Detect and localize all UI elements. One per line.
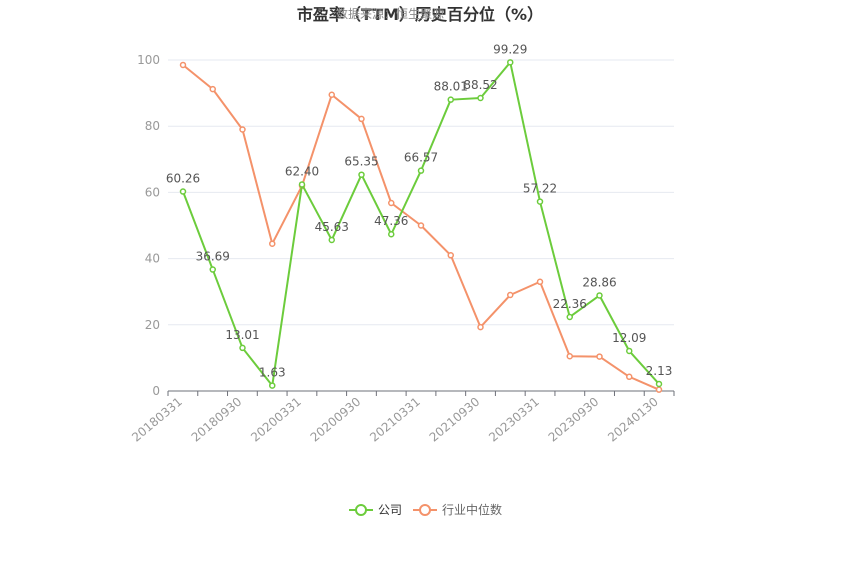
data-point[interactable] bbox=[328, 91, 335, 99]
x-tick-label: 20200930 bbox=[308, 395, 364, 445]
data-point[interactable] bbox=[507, 59, 514, 66]
data-label: 62.40 bbox=[285, 164, 319, 178]
data-point[interactable] bbox=[507, 291, 514, 299]
data-label: 47.36 bbox=[374, 214, 408, 228]
x-tick-label: 20210331 bbox=[367, 395, 423, 445]
data-point[interactable] bbox=[209, 266, 216, 273]
x-tick-label: 20210930 bbox=[427, 395, 483, 445]
data-point[interactable] bbox=[536, 278, 544, 286]
y-tick-label: 100 bbox=[137, 53, 160, 67]
data-point[interactable] bbox=[626, 347, 633, 355]
data-point[interactable] bbox=[358, 115, 365, 123]
legend-label: 行业中位数 bbox=[442, 502, 502, 517]
data-point[interactable] bbox=[328, 236, 335, 244]
data-label: 28.86 bbox=[582, 275, 616, 289]
data-point[interactable] bbox=[298, 181, 306, 188]
data-point[interactable] bbox=[179, 188, 187, 195]
legend-label: 公司 bbox=[378, 503, 402, 517]
data-label: 36.69 bbox=[196, 250, 230, 264]
x-tick-label: 20240130 bbox=[605, 395, 661, 445]
data-label: 88.52 bbox=[463, 78, 497, 92]
data-label: 65.35 bbox=[344, 155, 378, 169]
data-point[interactable] bbox=[566, 313, 573, 321]
data-point[interactable] bbox=[596, 292, 603, 299]
legend-swatch-marker bbox=[419, 504, 431, 516]
series-layer bbox=[179, 59, 663, 393]
data-point[interactable] bbox=[477, 323, 484, 331]
legend-item-1[interactable]: 行业中位数 bbox=[413, 502, 502, 517]
data-label: 57.22 bbox=[523, 182, 557, 196]
data-point[interactable] bbox=[626, 373, 633, 381]
data-point[interactable] bbox=[269, 382, 276, 389]
data-point[interactable] bbox=[596, 353, 603, 360]
data-label: 1.63 bbox=[259, 366, 286, 380]
data-label: 2.13 bbox=[646, 364, 673, 378]
chart-title: 市盈率（TTM）历史百分位（%） bbox=[297, 5, 543, 24]
x-tick-label: 20200331 bbox=[248, 395, 304, 445]
x-tick-label: 20180331 bbox=[129, 395, 185, 445]
data-point[interactable] bbox=[269, 240, 276, 247]
data-label: 45.63 bbox=[315, 220, 349, 234]
data-point[interactable] bbox=[239, 126, 246, 133]
data-point[interactable] bbox=[417, 167, 425, 174]
x-tick-label: 20180930 bbox=[189, 395, 245, 445]
y-tick-label: 0 bbox=[152, 384, 160, 398]
legend-swatch-marker bbox=[355, 504, 367, 516]
data-point[interactable] bbox=[447, 252, 454, 259]
y-tick-label: 40 bbox=[145, 252, 160, 266]
data-point[interactable] bbox=[655, 380, 663, 388]
legend-item-0[interactable]: 公司 bbox=[349, 503, 402, 517]
data-point[interactable] bbox=[566, 352, 573, 360]
data-label: 12.09 bbox=[612, 331, 646, 345]
data-point[interactable] bbox=[358, 171, 365, 178]
y-tick-label: 20 bbox=[145, 318, 160, 332]
data-point[interactable] bbox=[388, 199, 395, 207]
x-tick-label: 20230331 bbox=[486, 395, 542, 445]
data-point[interactable] bbox=[447, 96, 454, 103]
data-point[interactable] bbox=[536, 198, 544, 205]
data-point[interactable] bbox=[209, 85, 216, 93]
data-point[interactable] bbox=[655, 386, 663, 393]
data-point[interactable] bbox=[179, 61, 187, 69]
data-label: 22.36 bbox=[553, 297, 587, 311]
data-label: 13.01 bbox=[225, 328, 259, 342]
data-label: 99.29 bbox=[493, 42, 527, 56]
legend[interactable]: 公司 行业中位数 bbox=[349, 502, 502, 517]
y-tick-label: 80 bbox=[145, 119, 160, 133]
y-tick-label: 60 bbox=[145, 185, 160, 199]
data-point[interactable] bbox=[477, 94, 484, 102]
data-point[interactable] bbox=[239, 344, 246, 352]
data-point[interactable] bbox=[417, 222, 425, 229]
data-point[interactable] bbox=[388, 230, 395, 238]
data-label: 88.01 bbox=[434, 80, 468, 94]
label-layer: 60.26 36.69 13.01 1.63 62.40 45.63 65.35 47.36 6… bbox=[166, 42, 673, 379]
data-label: 60.26 bbox=[166, 172, 200, 186]
data-label: 66.57 bbox=[404, 151, 438, 165]
chart-subtitle: 数据来源：恒生聚源 bbox=[336, 6, 444, 21]
x-tick-label: 20230930 bbox=[546, 395, 602, 445]
